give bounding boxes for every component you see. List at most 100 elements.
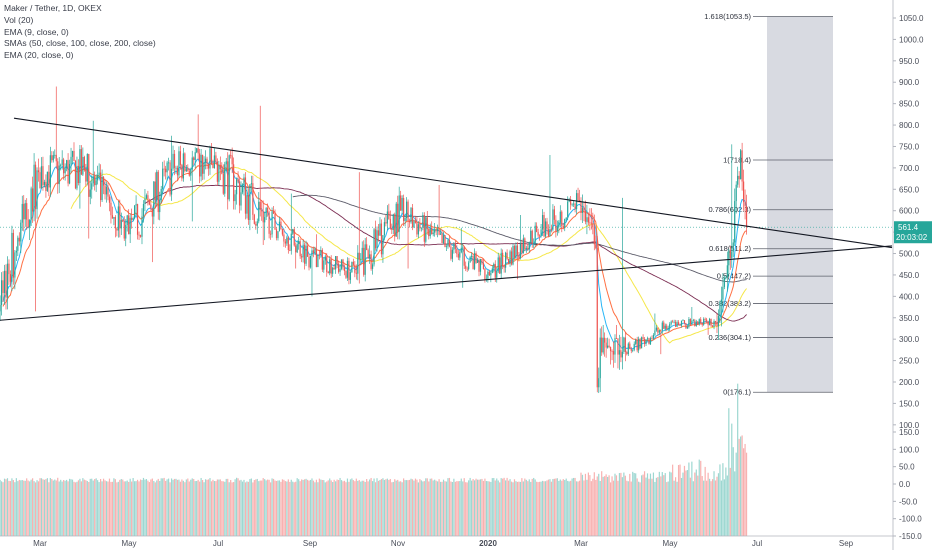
candle-body (308, 256, 310, 268)
volume-bar (642, 474, 644, 536)
candle-body (91, 183, 93, 190)
volume-tick-label: 50.0 (899, 463, 915, 472)
volume-bar (405, 480, 408, 536)
candle-body (677, 322, 680, 325)
candle-body (108, 196, 111, 203)
candle-body (33, 164, 35, 212)
fib-projection-zone (767, 16, 833, 393)
volume-bar (70, 479, 72, 536)
candle-body (607, 345, 609, 348)
volume-bar (278, 480, 281, 536)
volume-bar (255, 479, 257, 536)
legend-ema-9[interactable]: EMA (9, close, 0) (4, 26, 69, 37)
volume-bar (14, 482, 16, 536)
candle-body (216, 161, 218, 182)
legend-smas[interactable]: SMAs (50, close, 100, close, 200, close) (4, 38, 156, 49)
candle-body (479, 258, 482, 272)
volume-bar (327, 480, 329, 536)
volume-bar (290, 479, 292, 536)
candle-body (139, 235, 142, 237)
candle-body (737, 175, 739, 185)
candle-body (502, 252, 504, 267)
candle-body (642, 337, 644, 339)
candle-body (635, 339, 637, 344)
candle-body (154, 181, 156, 201)
candle-body (488, 271, 490, 276)
volume-bar (573, 477, 575, 536)
volume-bar (553, 478, 555, 536)
volume-bar (621, 477, 623, 536)
candle-body (711, 325, 714, 327)
volume-bar (37, 481, 40, 536)
candle-body (237, 179, 239, 182)
volume-bar (83, 479, 85, 536)
legend-volume[interactable]: Vol (20) (4, 14, 34, 25)
volume-bar (383, 479, 386, 536)
candle-body (481, 258, 483, 264)
volume-bar (271, 478, 273, 536)
volume-bar (29, 481, 31, 536)
candle-body (683, 320, 686, 324)
volume-bar (374, 482, 377, 536)
candle-body (468, 262, 470, 270)
volume-bar (629, 473, 631, 536)
candle-body (104, 185, 106, 195)
candle-body (512, 246, 514, 265)
candle-body (490, 272, 492, 276)
candle-body (611, 351, 613, 352)
candle-body (346, 260, 349, 278)
candle-body (717, 316, 720, 327)
candle-body (524, 238, 526, 250)
candle-body (213, 155, 216, 169)
candle-body (570, 200, 572, 205)
candle-body (593, 227, 595, 245)
volume-bar (336, 479, 338, 536)
volume-bar (391, 482, 393, 536)
sma-50-line (70, 166, 747, 344)
trendline-ascending-support[interactable] (0, 245, 893, 321)
candle-body (370, 254, 372, 269)
candle-body (329, 259, 331, 274)
candle-body (29, 220, 31, 228)
volume-bar (225, 478, 227, 536)
candle-body (352, 261, 354, 265)
volume-bar (34, 482, 37, 536)
candle-body (296, 244, 298, 253)
candle-body (541, 215, 544, 230)
legend-symbol[interactable]: Maker / Tether, 1D, OKEX (4, 3, 102, 13)
volume-bar (295, 481, 297, 536)
candle-body (148, 199, 150, 205)
volume-bar (550, 481, 553, 536)
candle-body (466, 268, 468, 270)
candle-body (401, 198, 403, 211)
candle-body (691, 320, 693, 325)
volume-bar (200, 477, 202, 536)
volume-bar (272, 478, 275, 536)
candle-body (660, 330, 662, 332)
volume-bar (425, 478, 427, 536)
candle-body (618, 350, 621, 355)
candle-body (478, 259, 480, 272)
candle-body (377, 230, 380, 236)
candle-body (654, 330, 656, 335)
candle-body (261, 209, 263, 212)
candle-body (166, 162, 168, 173)
volume-bar (66, 479, 68, 536)
fib-level-label: 0(176.1) (723, 388, 751, 397)
candle-body (26, 203, 28, 220)
volume-bar (676, 481, 678, 536)
candle-body (407, 201, 409, 222)
candle-body (367, 250, 369, 259)
trendline-descending-resistance[interactable] (13, 117, 893, 249)
candle-body (144, 198, 146, 204)
legend-ema-20[interactable]: EMA (20, close, 0) (4, 50, 74, 61)
candle-body (413, 221, 415, 228)
volume-bar (287, 479, 289, 536)
volume-bar (533, 477, 535, 536)
candle-body (527, 247, 529, 250)
volume-bar (636, 478, 638, 536)
candle-body (435, 229, 437, 232)
volume-bar (73, 481, 75, 536)
